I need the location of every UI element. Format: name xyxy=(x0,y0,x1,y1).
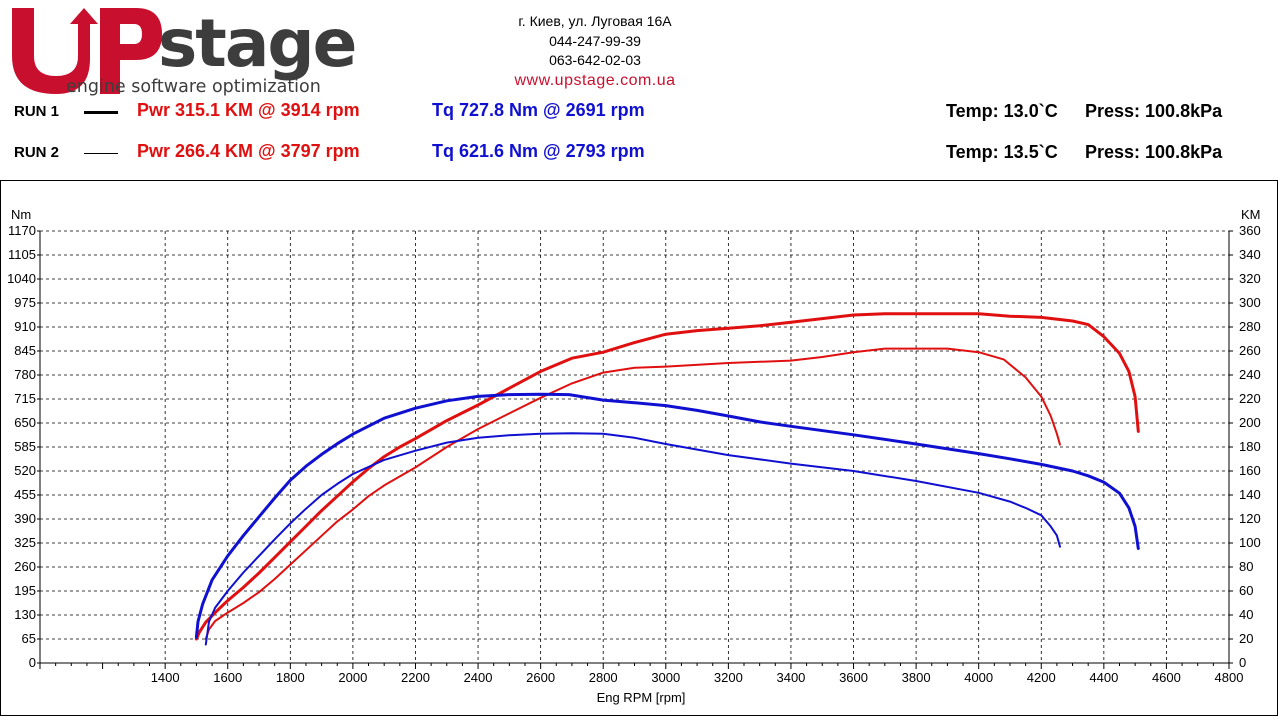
x-tick-label: 2200 xyxy=(401,670,430,685)
run-1-torque-line xyxy=(194,392,1140,639)
x-tick-label: 1800 xyxy=(276,670,305,685)
run-1-row: RUN 1 Pwr 315.1 KM @ 3914 rpm Tq 727.8 N… xyxy=(0,100,1280,124)
y-left-tick-label: 585 xyxy=(14,439,36,454)
dyno-chart-frame: 0 65 130 195 260 325 390 455 520 585 650 715 780 845 9… xyxy=(0,180,1278,716)
y-right-tick-label: 340 xyxy=(1239,247,1261,262)
website-link[interactable]: www.upstage.com.ua xyxy=(514,71,676,89)
x-tick-label: 3800 xyxy=(902,670,931,685)
y-right-tick-label: 220 xyxy=(1239,391,1261,406)
y-left-tick-label: 1170 xyxy=(8,223,36,238)
x-tick-label: 3600 xyxy=(839,670,868,685)
logo-stage-text: stage xyxy=(158,5,355,82)
y-left-tick-label: 1040 xyxy=(7,271,36,286)
y-right-tick-label: 360 xyxy=(1239,223,1261,238)
y-right-tick-label: 60 xyxy=(1239,583,1253,598)
y-left-tick-label: 1105 xyxy=(8,247,36,262)
y-axis-left-label: Nm xyxy=(11,207,31,222)
y-right-tick-label: 80 xyxy=(1239,559,1253,574)
y-right-tick-label: 280 xyxy=(1239,319,1261,334)
y-left-tick-label: 455 xyxy=(14,487,36,502)
x-tick-label: 3000 xyxy=(651,670,680,685)
y-left-tick-label: 910 xyxy=(14,319,36,334)
y-left-tick-label: 130 xyxy=(14,607,36,622)
y-left-tick-label: 975 xyxy=(14,295,36,310)
y-left-tick-label: 845 xyxy=(14,343,36,358)
dyno-chart: 0 65 130 195 260 325 390 455 520 585 650 715 780 845 9… xyxy=(7,207,1261,705)
y-left-tick-label: 650 xyxy=(14,415,36,430)
y-right-tick-label: 140 xyxy=(1239,487,1261,502)
x-tick-label: 1600 xyxy=(213,670,242,685)
x-tick-label: 3200 xyxy=(714,670,743,685)
y-right-tick-label: 260 xyxy=(1239,343,1261,358)
contact-block: г. Киев, ул. Луговая 16А 044-247-99-39 0… xyxy=(450,12,740,90)
address-text: г. Киев, ул. Луговая 16А xyxy=(518,13,672,29)
run-1-press: Press: 100.8kPa xyxy=(1085,101,1223,121)
y-axis-right-label: KM xyxy=(1241,207,1261,222)
y-right-tick-label: 320 xyxy=(1239,271,1261,286)
y-right-tick-label: 200 xyxy=(1239,415,1261,430)
logo-p-shape xyxy=(100,8,162,94)
y-right-tick-label: 0 xyxy=(1239,655,1246,670)
run-2-torque: Tq 621.6 Nm @ 2793 rpm xyxy=(432,141,645,161)
run-2-press: Press: 100.8kPa xyxy=(1085,142,1223,162)
run-1-power: Pwr 315.1 KM @ 3914 rpm xyxy=(137,100,360,120)
y-right-tick-label: 300 xyxy=(1239,295,1261,310)
run-1-torque: Tq 727.8 Nm @ 2691 rpm xyxy=(432,100,645,120)
x-tick-label: 4000 xyxy=(964,670,993,685)
x-tick-label: 1400 xyxy=(151,670,180,685)
y-right-tick-label: 40 xyxy=(1239,607,1253,622)
y-right-tick-label: 100 xyxy=(1239,535,1261,550)
y-left-tick-label: 715 xyxy=(14,391,36,406)
y-left-tick-label: 195 xyxy=(14,583,36,598)
x-tick-label: 4400 xyxy=(1089,670,1118,685)
y-left-tick-label: 325 xyxy=(14,535,36,550)
run-2-line-legend xyxy=(84,153,118,154)
y-right-tick-label: 180 xyxy=(1239,439,1261,454)
y-left-tick-label: 390 xyxy=(14,511,36,526)
phone-1: 044-247-99-39 xyxy=(549,32,641,49)
x-tick-label: 2400 xyxy=(464,670,493,685)
run-1-power-line xyxy=(194,312,1140,641)
run-2-torque-line xyxy=(204,432,1061,646)
phone-2: 063-642-02-03 xyxy=(549,52,641,68)
x-axis-label: Eng RPM [rpm] xyxy=(597,690,686,705)
run-2-power: Pwr 266.4 KM @ 3797 rpm xyxy=(137,141,360,161)
x-tick-label: 4800 xyxy=(1215,670,1244,685)
y-right-tick-label: 20 xyxy=(1239,631,1253,646)
y-left-tick-label: 520 xyxy=(14,463,36,478)
chart-axes: 0 65 130 195 260 325 390 455 520 585 650 715 780 845 9… xyxy=(7,223,1261,685)
x-tick-label: 2600 xyxy=(526,670,555,685)
x-tick-label: 4200 xyxy=(1027,670,1056,685)
y-right-tick-label: 240 xyxy=(1239,367,1261,382)
logo-u-shape xyxy=(12,8,90,94)
run-1-label: RUN 1 xyxy=(14,103,60,120)
y-right-tick-label: 120 xyxy=(1239,511,1261,526)
run-1-temp: Temp: 13.0`C xyxy=(946,101,1058,121)
y-left-tick-label: 780 xyxy=(14,367,36,382)
y-right-tick-label: 160 xyxy=(1239,463,1261,478)
run-2-row: RUN 2 Pwr 266.4 KM @ 3797 rpm Tq 621.6 N… xyxy=(0,141,1280,165)
chart-grid xyxy=(40,230,1229,663)
upstage-logo: stage engine software optimization xyxy=(12,5,357,96)
y-left-tick-label: 260 xyxy=(14,559,36,574)
run-2-power-line xyxy=(204,347,1061,640)
chart-series xyxy=(194,312,1140,646)
x-tick-label: 2000 xyxy=(338,670,367,685)
logo-tagline: engine software optimization xyxy=(66,77,321,96)
x-tick-label: 4600 xyxy=(1152,670,1181,685)
y-left-tick-label: 0 xyxy=(29,655,36,670)
run-2-label: RUN 2 xyxy=(14,144,60,161)
y-left-tick-label: 65 xyxy=(22,631,36,646)
logo-arrow-icon xyxy=(70,8,98,44)
run-2-temp: Temp: 13.5`C xyxy=(946,142,1058,162)
x-tick-label: 2800 xyxy=(589,670,618,685)
x-tick-label: 3400 xyxy=(776,670,805,685)
run-1-line-legend xyxy=(84,111,118,114)
